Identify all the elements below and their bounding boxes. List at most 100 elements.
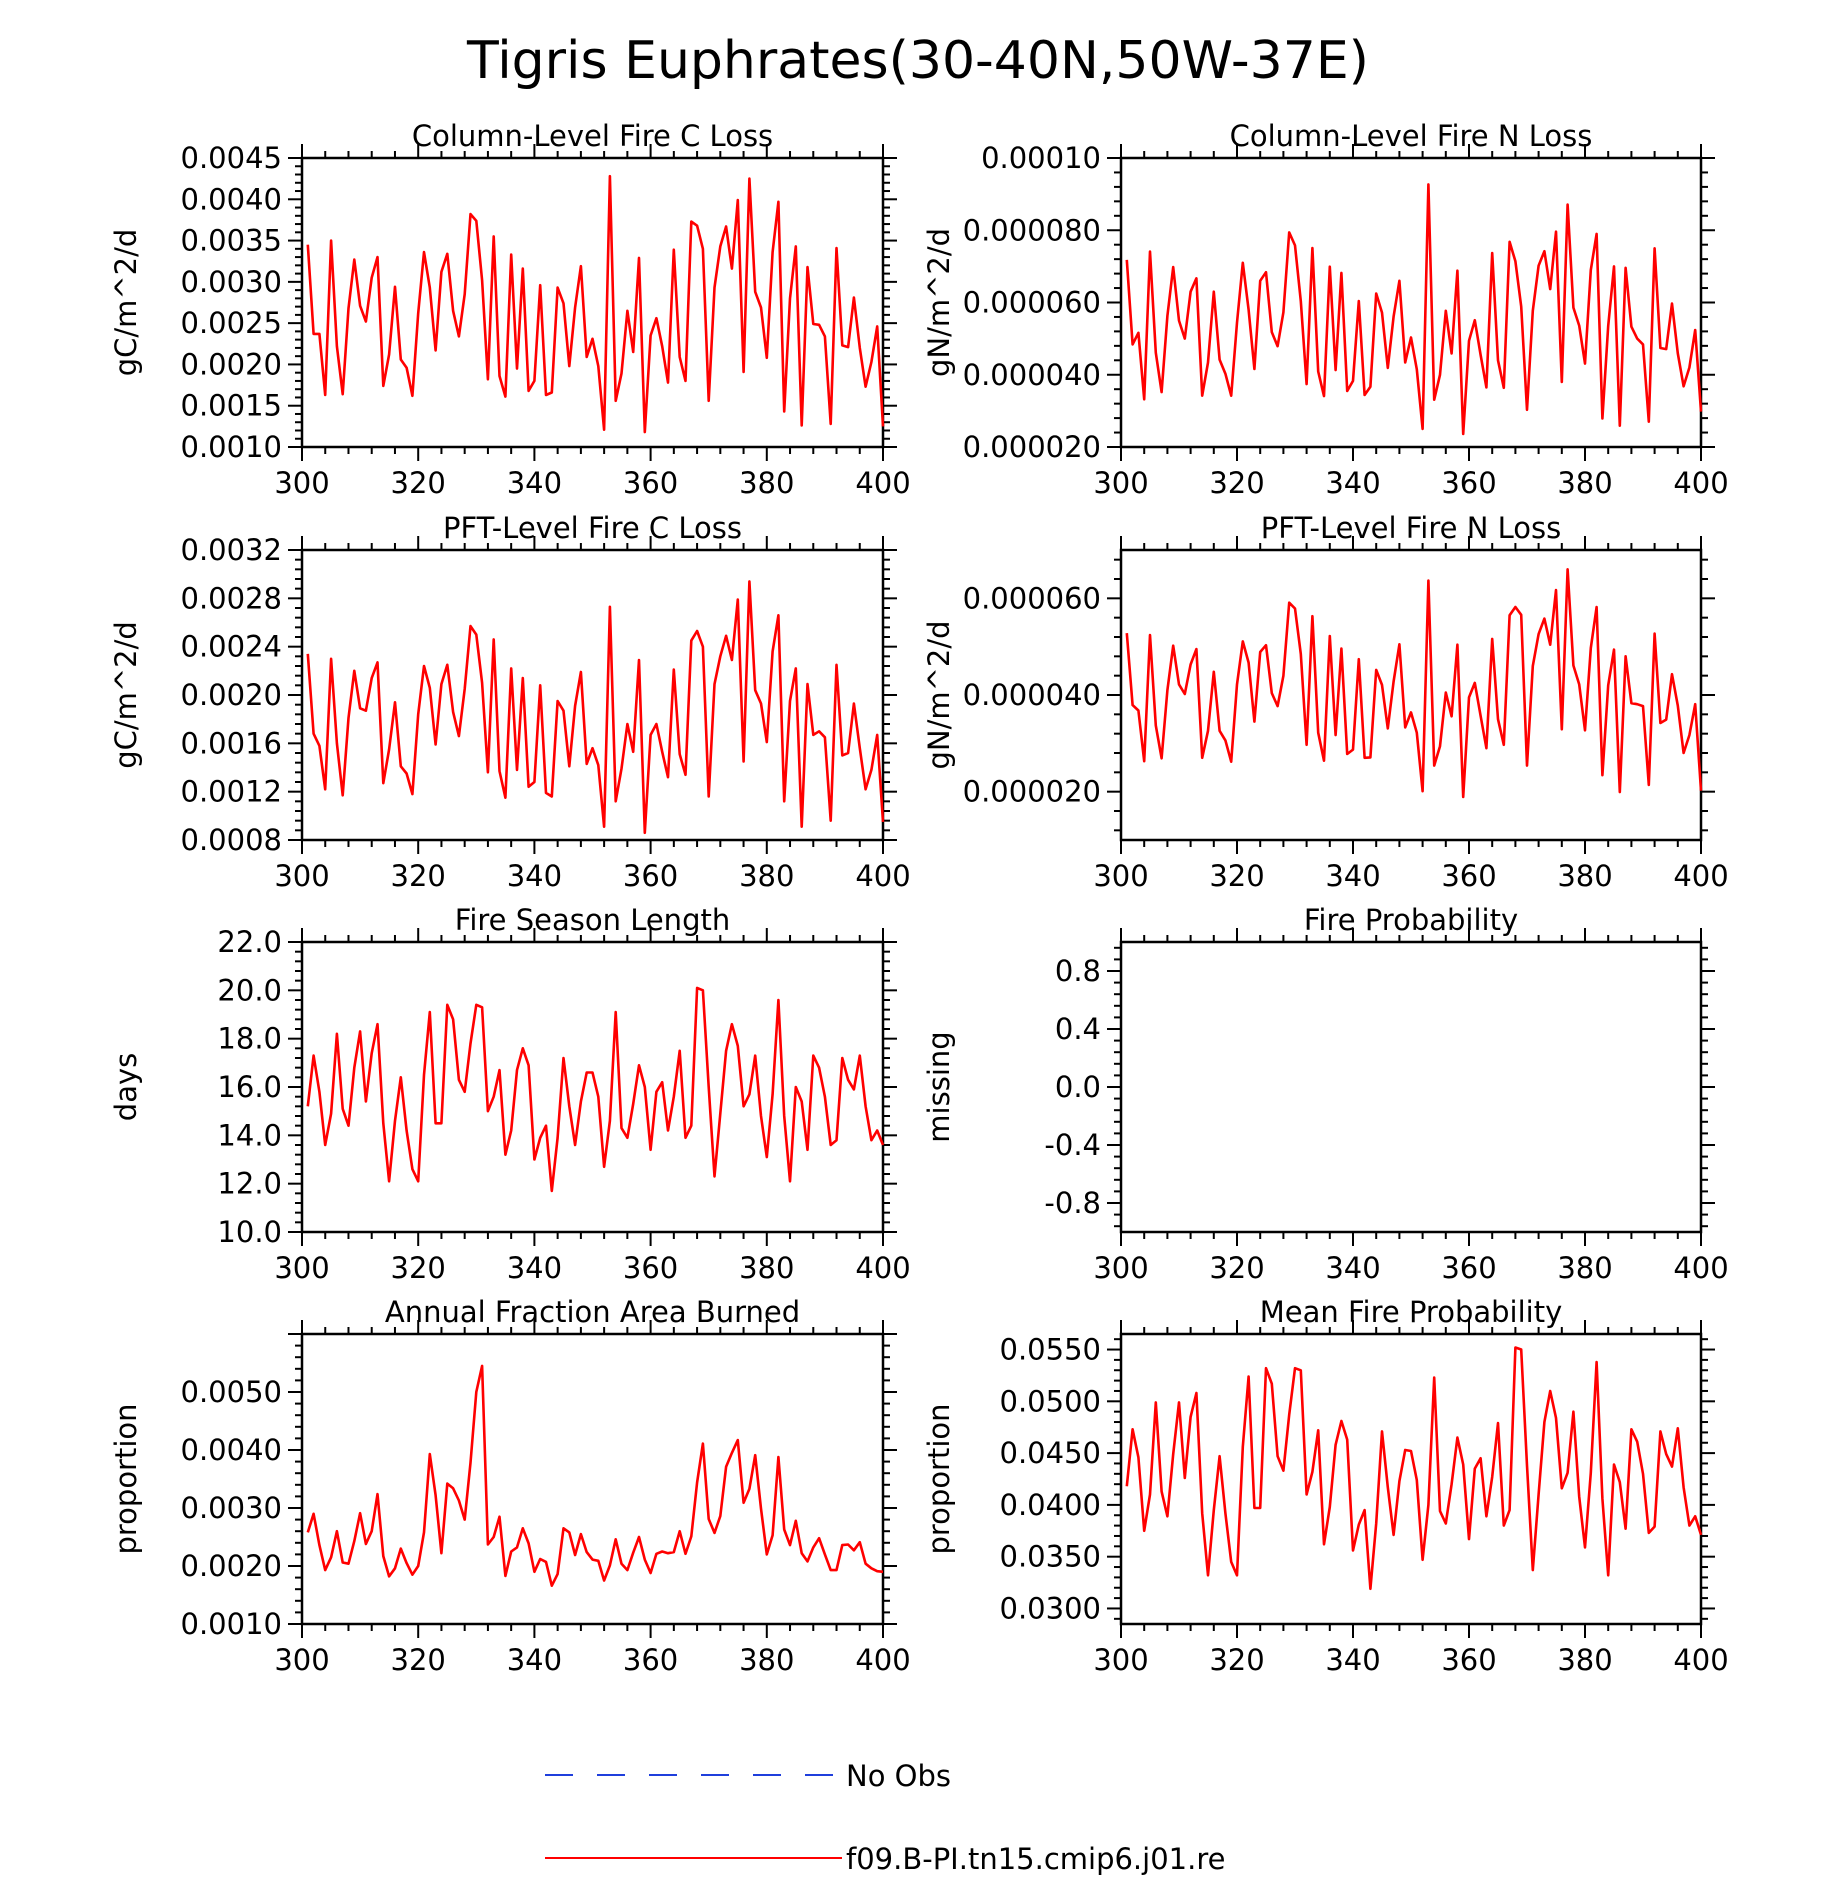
panel-title: Fire Season Length <box>455 903 730 937</box>
y-tick-label: 0.0040 <box>181 182 282 216</box>
x-tick-label: 300 <box>274 466 329 500</box>
y-axis-label: days <box>109 1053 143 1121</box>
plot-frame <box>300 1332 885 1626</box>
y-tick-label: 0.0028 <box>181 581 282 615</box>
x-tick-label: 380 <box>739 466 794 500</box>
chart-panel-6: Fire Probability missing 300 320 340 360 380 40… <box>922 903 1729 1285</box>
y-tick-label: 0.0024 <box>181 630 282 664</box>
y-tick-label: 12.0 <box>217 1167 282 1201</box>
y-axis-label: gC/m^2/d <box>109 621 143 769</box>
legend-label-model-run: f09.B-PI.tn15.cmip6.j01.re <box>846 1842 1225 1876</box>
x-tick-label: 360 <box>1441 1643 1496 1677</box>
x-tick-label: 300 <box>274 1251 329 1285</box>
y-axis-label: proportion <box>109 1403 143 1554</box>
x-tick-label: 360 <box>1441 1251 1496 1285</box>
x-tick-label: 380 <box>1557 859 1612 893</box>
y-tick-label: 0.0030 <box>181 1491 282 1525</box>
y-tick-label: 0.0 <box>1055 1070 1101 1104</box>
x-tick-label: 300 <box>1093 859 1148 893</box>
x-tick-label: 340 <box>507 466 562 500</box>
x-tick-label: 400 <box>855 859 910 893</box>
y-tick-label: 0.0025 <box>181 306 282 340</box>
y-tick-label: 0.0035 <box>181 224 282 258</box>
legend-label-no-obs: No Obs <box>846 1759 951 1793</box>
legend-item-model-run: f09.B-PI.tn15.cmip6.j01.re <box>545 1842 1225 1876</box>
y-tick-label: 0.0010 <box>181 430 282 464</box>
y-tick-label: 0.0010 <box>181 1607 282 1641</box>
x-tick-label: 300 <box>1093 466 1148 500</box>
y-tick-label: 0.0500 <box>1000 1384 1101 1418</box>
y-tick-label: 0.000020 <box>963 775 1101 809</box>
x-tick-label: 400 <box>855 1643 910 1677</box>
series-line <box>1125 1346 1703 1591</box>
y-tick-label: 0.000020 <box>963 430 1101 464</box>
legend: No Obs f09.B-PI.tn15.cmip6.j01.re <box>545 1759 1225 1876</box>
x-tick-label: 320 <box>1209 466 1264 500</box>
y-tick-label: 0.0016 <box>181 726 282 760</box>
y-axis-label: proportion <box>922 1403 956 1554</box>
series-line <box>1125 183 1703 436</box>
series-line <box>306 580 885 835</box>
x-tick-label: 320 <box>1209 859 1264 893</box>
x-tick-label: 400 <box>1673 859 1728 893</box>
x-tick-label: 300 <box>1093 1251 1148 1285</box>
y-tick-label: 18.0 <box>217 1022 282 1056</box>
y-axis-label: gN/m^2/d <box>922 620 956 769</box>
y-tick-label: 0.0450 <box>1000 1436 1101 1470</box>
y-tick-label: 0.0020 <box>181 347 282 381</box>
y-tick-label: 0.0015 <box>181 389 282 423</box>
x-tick-label: 320 <box>391 466 446 500</box>
y-tick-label: 0.0400 <box>1000 1488 1101 1522</box>
plot-frame <box>1119 1332 1703 1626</box>
y-tick-label: 0.0045 <box>181 141 282 175</box>
x-tick-label: 340 <box>1325 1643 1380 1677</box>
x-tick-label: 320 <box>391 1251 446 1285</box>
chart-panel-8: Mean Fire Probability proportion 300 320 340… <box>922 1295 1729 1677</box>
y-tick-label: 16.0 <box>217 1070 282 1104</box>
plot-frame <box>1119 548 1703 842</box>
y-tick-label: 0.0012 <box>181 775 282 809</box>
y-tick-label: 20.0 <box>217 973 282 1007</box>
x-tick-label: 340 <box>1325 1251 1380 1285</box>
x-tick-label: 380 <box>739 859 794 893</box>
y-tick-label: 22.0 <box>217 925 282 959</box>
panel-title: Annual Fraction Area Burned <box>385 1295 800 1329</box>
x-tick-label: 340 <box>507 1251 562 1285</box>
figure-title: Tigris Euphrates(30-40N,50W-37E) <box>466 31 1369 91</box>
y-tick-label: 0.000080 <box>963 213 1101 247</box>
y-tick-label: 0.8 <box>1055 954 1101 988</box>
y-tick-label: 0.000060 <box>963 286 1101 320</box>
x-tick-label: 340 <box>507 859 562 893</box>
y-axis-label: missing <box>922 1031 956 1142</box>
x-tick-label: 320 <box>1209 1251 1264 1285</box>
x-tick-label: 300 <box>1093 1643 1148 1677</box>
chart-panel-7: Annual Fraction Area Burned proportion 300… <box>109 1295 911 1677</box>
x-tick-label: 400 <box>1673 1251 1728 1285</box>
series-line <box>306 1364 884 1587</box>
x-tick-label: 340 <box>507 1643 562 1677</box>
plot-frame <box>1119 156 1703 449</box>
y-axis-label: gC/m^2/d <box>109 229 143 377</box>
x-tick-label: 380 <box>739 1251 794 1285</box>
x-tick-label: 340 <box>1325 466 1380 500</box>
y-tick-label: 0.000040 <box>963 678 1101 712</box>
plot-frame <box>300 156 885 449</box>
x-tick-label: 380 <box>1557 466 1612 500</box>
panel-title: PFT-Level Fire N Loss <box>1261 511 1561 545</box>
plot-frame <box>1119 940 1703 1234</box>
x-tick-label: 320 <box>391 1643 446 1677</box>
x-tick-label: 320 <box>1209 1643 1264 1677</box>
x-tick-label: 360 <box>1441 859 1496 893</box>
x-tick-label: 300 <box>274 859 329 893</box>
y-tick-label: 0.00010 <box>981 141 1101 175</box>
y-tick-label: 0.0020 <box>181 678 282 712</box>
x-tick-label: 380 <box>1557 1643 1612 1677</box>
chart-panel-1: Column-Level Fire C Loss gC/m^2/d 300 320 34… <box>109 119 911 500</box>
panel-title: PFT-Level Fire C Loss <box>443 511 742 545</box>
x-tick-label: 360 <box>623 1643 678 1677</box>
panels: Column-Level Fire C Loss gC/m^2/d 300 320 34… <box>109 119 1729 1677</box>
legend-item-no-obs: No Obs <box>545 1759 951 1793</box>
x-tick-label: 380 <box>739 1643 794 1677</box>
y-tick-label: 0.4 <box>1055 1012 1101 1046</box>
